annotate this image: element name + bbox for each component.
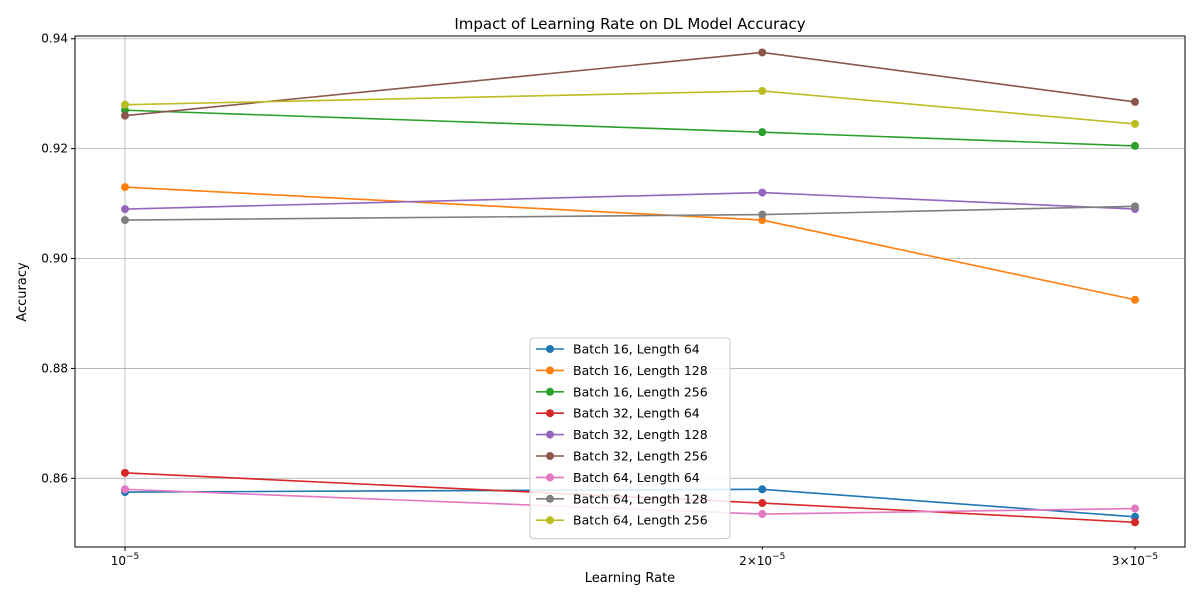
legend-swatch-marker xyxy=(546,516,554,525)
x-tick-label: 10−5 xyxy=(111,552,140,568)
series-line xyxy=(124,90,1136,125)
gridlines xyxy=(75,36,1185,547)
legend-label: Batch 16, Length 128 xyxy=(573,363,708,378)
series-4 xyxy=(121,468,1139,527)
data-point xyxy=(758,86,767,95)
series-layer xyxy=(121,48,1139,527)
legend-item: Batch 64, Length 64 xyxy=(536,470,700,485)
series-1 xyxy=(121,485,1139,521)
data-point xyxy=(1131,119,1139,128)
legend-item: Batch 16, Length 256 xyxy=(536,384,708,399)
legend-item: Batch 64, Length 128 xyxy=(536,491,708,506)
data-point xyxy=(121,111,129,120)
data-point xyxy=(758,188,767,197)
y-tick-label: 0.90 xyxy=(41,252,68,266)
data-point xyxy=(758,48,767,57)
legend-swatch-marker xyxy=(546,452,554,460)
data-point xyxy=(1131,97,1139,106)
data-point xyxy=(121,485,129,494)
y-axis-ticks: 0.86 0.88 0.90 0.92 0.94 xyxy=(41,32,75,485)
data-point xyxy=(121,216,129,225)
legend-swatch-marker xyxy=(546,345,554,353)
legend-swatch-marker xyxy=(546,387,554,396)
data-point xyxy=(121,183,129,192)
data-point xyxy=(121,100,129,109)
legend-item: Batch 16, Length 64 xyxy=(536,342,700,357)
series-line xyxy=(124,51,1136,117)
legend-item: Batch 32, Length 64 xyxy=(536,406,700,421)
data-point xyxy=(758,510,767,519)
data-point xyxy=(758,499,767,508)
x-axis-label: Learning Rate xyxy=(585,571,675,586)
series-7 xyxy=(121,485,1139,519)
legend-item: Batch 32, Length 256 xyxy=(536,449,708,464)
data-point xyxy=(1131,202,1139,211)
data-point xyxy=(1131,141,1139,150)
x-axis-ticks: 10−5 2×10−5 3×10−5 xyxy=(111,547,1158,568)
legend-label: Batch 64, Length 128 xyxy=(573,491,708,506)
y-tick-label: 0.92 xyxy=(41,142,68,156)
data-point xyxy=(1131,504,1139,513)
data-point xyxy=(1131,295,1139,304)
legend-swatch-marker xyxy=(546,494,554,503)
data-point xyxy=(758,210,767,219)
legend-item: Batch 16, Length 128 xyxy=(536,363,708,378)
legend-label: Batch 32, Length 256 xyxy=(573,449,708,464)
y-axis-label: Accuracy xyxy=(15,262,30,322)
data-point xyxy=(758,216,767,225)
legend: Batch 16, Length 64 Batch 16, Length 128 B… xyxy=(529,337,731,540)
y-tick-label: 0.86 xyxy=(41,471,68,485)
y-tick-label: 0.94 xyxy=(41,32,68,46)
legend-swatch-marker xyxy=(546,366,554,375)
plot-area-frame xyxy=(74,35,1186,548)
legend-item: Batch 64, Length 256 xyxy=(536,513,708,528)
chart-title: Impact of Learning Rate on DL Model Accu… xyxy=(454,15,805,33)
legend-swatch-marker xyxy=(546,473,554,482)
legend-label: Batch 32, Length 64 xyxy=(573,406,700,421)
legend-label: Batch 16, Length 256 xyxy=(573,384,708,399)
series-9 xyxy=(121,86,1139,128)
series-line xyxy=(124,109,1136,147)
legend-label: Batch 32, Length 128 xyxy=(573,427,708,442)
series-3 xyxy=(121,106,1139,150)
data-point xyxy=(758,485,767,494)
data-point xyxy=(1131,512,1139,521)
legend-item: Batch 32, Length 128 xyxy=(536,427,708,442)
legend-swatch-marker xyxy=(546,409,554,418)
data-point xyxy=(121,106,129,115)
data-point xyxy=(121,468,129,477)
data-point xyxy=(1131,518,1139,527)
data-point xyxy=(758,128,767,137)
y-tick-label: 0.88 xyxy=(41,361,68,375)
legend-label: Batch 64, Length 256 xyxy=(573,513,708,528)
legend-label: Batch 64, Length 64 xyxy=(573,470,700,485)
series-6 xyxy=(121,48,1139,120)
data-point xyxy=(121,205,129,214)
x-tick-label: 3×10−5 xyxy=(1112,552,1158,568)
legend-swatch-marker xyxy=(546,430,554,439)
series-8 xyxy=(121,202,1139,225)
legend-box xyxy=(529,337,731,540)
series-line xyxy=(124,186,1136,301)
x-tick-label: 2×10−5 xyxy=(739,552,785,568)
legend-label: Batch 16, Length 64 xyxy=(573,342,700,357)
series-2 xyxy=(121,183,1139,304)
